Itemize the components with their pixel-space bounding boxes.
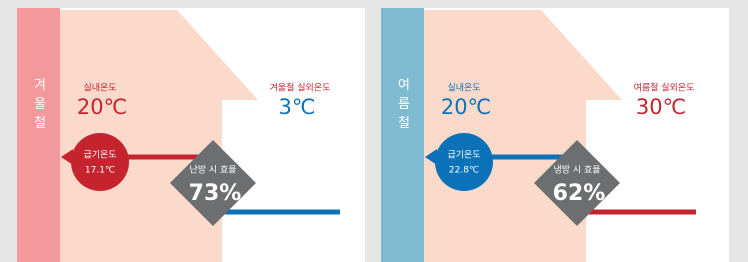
season-strip (17, 8, 60, 262)
supply-circle (435, 133, 493, 191)
season: 여름철 (395, 78, 410, 135)
season-strip (381, 8, 424, 262)
indoor-temp: 20℃ (441, 95, 491, 119)
outdoor-temp: 30℃ (636, 95, 686, 119)
efficiency-label: 난방 시 효율 (189, 165, 236, 176)
diagram: 겨울철 실내온도 20℃ 겨울철 실외온도 3℃ 급기온도 17.1℃ 난방 시… (0, 0, 748, 262)
summer-panel: 여름철 실내온도 20℃ 여름철 실외온도 30℃ 급기온도 22.8℃ 냉방 … (381, 8, 729, 262)
supply-temp: 22.8℃ (449, 166, 479, 176)
supply-label: 급기온도 (83, 150, 116, 161)
winter-panel: 겨울철 실내온도 20℃ 겨울철 실외온도 3℃ 급기온도 17.1℃ 난방 시… (17, 8, 365, 262)
efficiency-label: 냉방 시 효율 (553, 165, 600, 176)
efficiency: 73% (189, 181, 242, 206)
outdoor-temp: 3℃ (279, 95, 316, 119)
indoor-label: 실내온도 (447, 83, 480, 94)
supply-temp: 17.1℃ (85, 166, 115, 176)
season: 겨울철 (31, 78, 46, 135)
indoor-temp: 20℃ (77, 95, 127, 119)
outdoor-label: 겨울철 실외온도 (270, 82, 331, 94)
efficiency: 62% (553, 181, 606, 206)
supply-label: 급기온도 (447, 150, 480, 161)
supply-circle (71, 133, 129, 191)
outdoor-label: 여름철 실외온도 (634, 82, 695, 94)
indoor-label: 실내온도 (83, 83, 116, 94)
